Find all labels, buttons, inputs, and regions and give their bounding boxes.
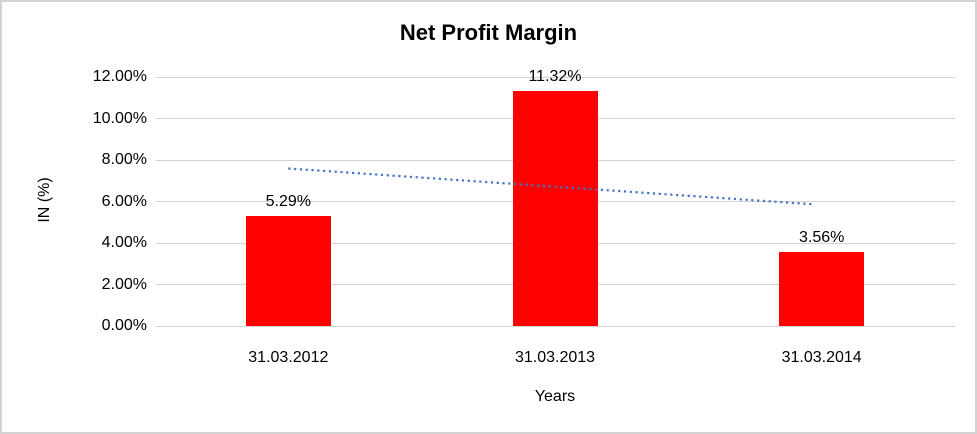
y-tick-label: 6.00% (101, 192, 147, 210)
x-tick-label: 31.03.2012 (248, 349, 329, 366)
y-tick-label: 2.00% (101, 275, 147, 293)
data-label: 5.29% (265, 193, 312, 211)
data-label: 3.56% (798, 229, 845, 247)
x-axis-title: Years (534, 388, 576, 405)
x-tick-label: 31.03.2014 (781, 349, 862, 366)
y-tick-label: 10.00% (92, 109, 147, 127)
gridline (155, 76, 955, 78)
x-tick-label: 31.03.2013 (514, 349, 596, 366)
trendline (288, 167, 815, 206)
y-tick-label: 0.00% (101, 317, 147, 334)
y-tick-label: 8.00% (101, 151, 147, 168)
y-tick-label: 12.00% (92, 68, 147, 85)
chart-title: Net Profit Margin (399, 20, 578, 45)
bar-31.03.2013 (512, 91, 598, 326)
gridline (155, 325, 955, 327)
plot-area: 5.29% 31.03.2012 11.32% 31.03.2013 3.56% 31.0… (155, 68, 955, 366)
y-tick-label: 4.00% (101, 234, 147, 251)
data-label: 11.32% (528, 68, 582, 86)
bar-31.03.2012 (245, 216, 331, 326)
trendline-path (288, 167, 815, 206)
bar-31.03.2014 (779, 252, 865, 326)
